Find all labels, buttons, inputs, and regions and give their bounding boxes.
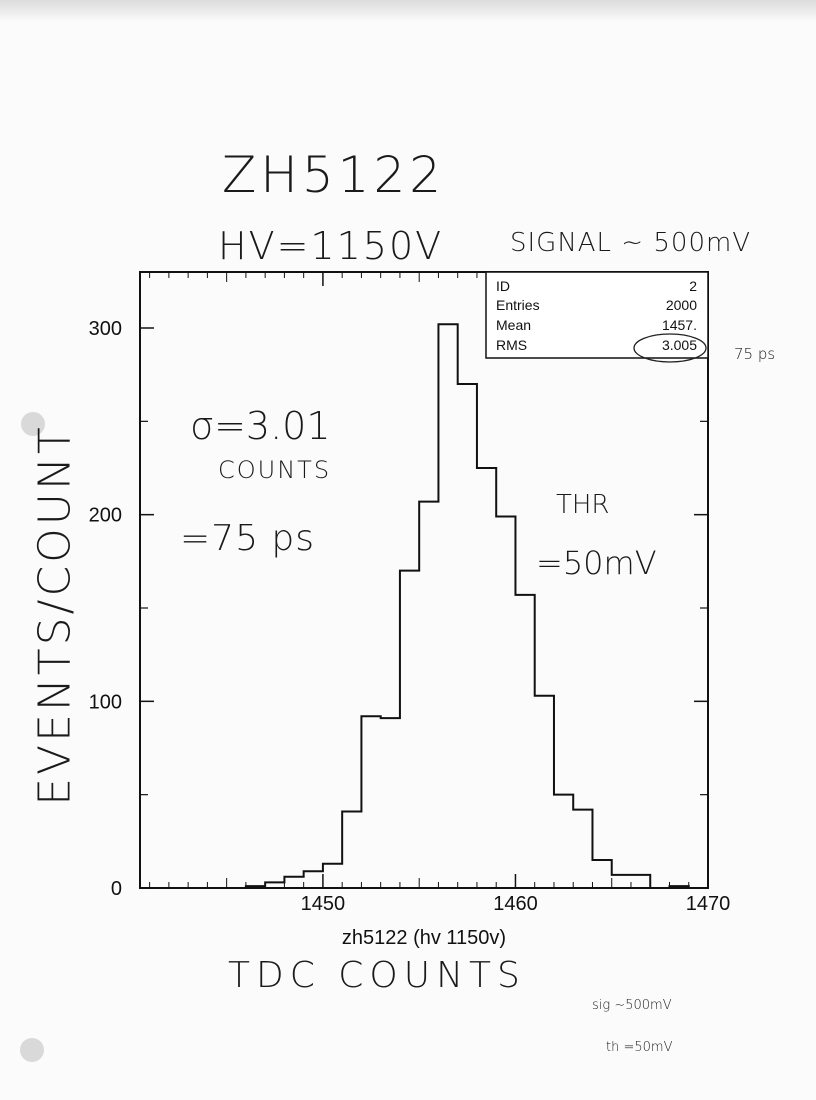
note-counts: COUNTS <box>218 456 332 484</box>
note-title: ZH5122 <box>222 146 446 204</box>
histogram-outline <box>244 323 690 889</box>
handwritten-y-label: EVENTS/COUNT <box>29 424 81 806</box>
histogram-bin <box>573 810 592 888</box>
x-axis-title: zh5122 (hv 1150v) <box>342 927 506 949</box>
punch-hole-bottom <box>20 1038 44 1062</box>
histogram-bin <box>381 718 400 888</box>
histogram-bin <box>438 324 457 888</box>
punch-hole-top <box>21 412 45 436</box>
histogram-bin <box>535 696 554 888</box>
histogram-bin <box>554 795 573 888</box>
histogram-bin <box>361 716 380 888</box>
note-footer-sig: sig ~500mV <box>592 998 672 1013</box>
histogram-bin <box>631 875 650 888</box>
note-signal: SIGNAL ~ 500mV <box>510 228 752 258</box>
histogram-bin <box>496 517 515 888</box>
y-tick-label: 300 <box>89 318 122 340</box>
scan-edge <box>0 0 816 22</box>
histogram-bin <box>458 384 477 888</box>
handwritten-x-label: TDC COUNTS <box>228 955 526 996</box>
histogram-bin <box>304 871 323 888</box>
x-tick-label: 1460 <box>493 893 538 915</box>
stats-mean-value: 1457. <box>662 317 697 333</box>
note-ps: =75 ps <box>180 518 316 559</box>
y-tick-label: 100 <box>89 691 122 713</box>
histogram-bin <box>419 502 438 888</box>
stats-entries-label: Entries <box>496 297 540 313</box>
note-thr: THR <box>556 490 610 520</box>
stats-entries-value: 2000 <box>666 297 697 313</box>
histogram-bin <box>342 811 361 888</box>
stats-id-label: ID <box>496 278 510 294</box>
histogram-bin <box>612 875 631 888</box>
note-rms-ps: 75 ps <box>734 345 776 363</box>
stats-id-value: 2 <box>689 278 697 294</box>
stats-rms-label: RMS <box>496 337 527 353</box>
histogram-bin <box>323 864 342 888</box>
plot-frame <box>139 271 709 889</box>
note-hv: HV=1150V <box>218 224 444 268</box>
histogram-bin <box>477 468 496 888</box>
histogram-bin <box>515 595 534 888</box>
histogram-bin <box>246 886 265 888</box>
x-tick-label: 1450 <box>301 893 346 915</box>
y-tick-label: 0 <box>111 878 122 900</box>
x-tick-label: 1470 <box>686 893 731 915</box>
stats-box: ID 2 Entries 2000 Mean 1457. RMS 3.005 <box>485 271 709 359</box>
histogram-bin <box>265 882 284 888</box>
histogram-bin <box>400 571 419 888</box>
rms-circle <box>633 333 707 363</box>
note-thr-value: =50mV <box>536 544 657 582</box>
stats-mean-label: Mean <box>496 317 531 333</box>
histogram-bin <box>592 860 611 888</box>
y-tick-label: 200 <box>89 505 122 527</box>
histogram-bin <box>669 886 688 888</box>
note-sigma: σ=3.01 <box>190 404 331 448</box>
histogram-bin <box>284 877 303 888</box>
note-footer-th: th =50mV <box>606 1040 673 1055</box>
stats-rms-value: 3.005 <box>662 337 697 353</box>
